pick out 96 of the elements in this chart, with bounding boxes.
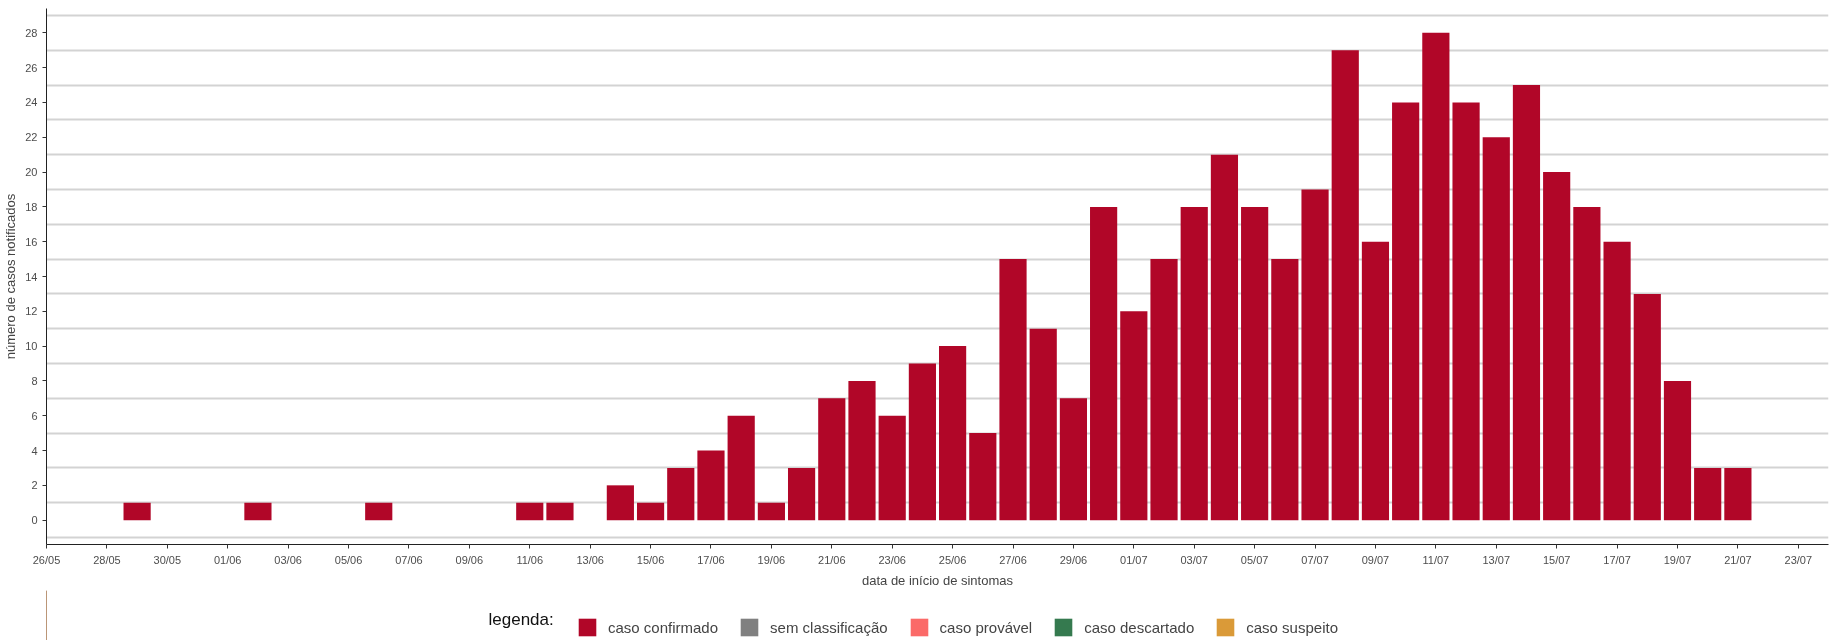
bar bbox=[365, 502, 393, 521]
x-tick-label: 03/06 bbox=[274, 553, 302, 566]
y-tick-label: 0 bbox=[31, 514, 38, 527]
bar bbox=[1633, 293, 1661, 521]
x-tick-label: 29/06 bbox=[1059, 553, 1088, 566]
x-tick-label: 01/06 bbox=[213, 553, 242, 566]
x-tick-label: 05/07 bbox=[1240, 553, 1269, 566]
bar bbox=[1271, 259, 1299, 521]
x-tick-label: 15/06 bbox=[636, 553, 665, 566]
x-tick-label: 01/07 bbox=[1120, 553, 1148, 566]
bar bbox=[908, 363, 936, 521]
bar bbox=[1150, 259, 1178, 521]
x-tick-label: 21/06 bbox=[818, 553, 846, 566]
bar bbox=[1241, 206, 1269, 521]
y-tick-label: 2 bbox=[31, 479, 38, 492]
x-tick-label: 15/07 bbox=[1542, 553, 1571, 566]
bar bbox=[1059, 398, 1088, 521]
bar bbox=[636, 502, 665, 521]
bar bbox=[1090, 206, 1118, 521]
y-tick-label: 6 bbox=[31, 409, 38, 422]
x-tick-label: 13/06 bbox=[576, 553, 604, 566]
bar bbox=[1694, 467, 1722, 521]
bar bbox=[787, 467, 816, 521]
x-tick-label: 05/06 bbox=[334, 553, 363, 566]
y-tick-label: 24 bbox=[25, 96, 38, 109]
bar bbox=[1210, 154, 1239, 521]
legend-label: caso confirmado bbox=[608, 618, 719, 636]
bar bbox=[1543, 172, 1571, 521]
bar bbox=[1573, 206, 1601, 521]
bar bbox=[606, 485, 634, 521]
x-tick-label: 11/07 bbox=[1422, 553, 1450, 566]
y-tick-label: 4 bbox=[31, 444, 38, 457]
bar bbox=[667, 467, 695, 521]
x-tick-label: 28/05 bbox=[93, 553, 121, 566]
x-tick-label: 30/05 bbox=[153, 553, 182, 566]
x-axis-title: data de início de sintomas bbox=[861, 572, 1014, 588]
y-tick-label: 26 bbox=[25, 61, 38, 74]
x-tick-label: 25/06 bbox=[938, 553, 967, 566]
x-tick-label: 03/07 bbox=[1180, 553, 1208, 566]
bar bbox=[848, 380, 876, 521]
bar bbox=[1180, 206, 1208, 521]
bar bbox=[516, 502, 544, 521]
legend-label: sem classificação bbox=[770, 618, 888, 636]
x-tick-label: 07/07 bbox=[1301, 553, 1329, 566]
x-tick-label: 27/06 bbox=[999, 553, 1027, 566]
bar bbox=[1512, 85, 1541, 521]
legend-label: caso suspeito bbox=[1246, 618, 1338, 636]
legend-label: caso provável bbox=[939, 618, 1033, 636]
bar bbox=[1331, 50, 1359, 521]
x-tick-label: 13/07 bbox=[1482, 553, 1511, 566]
x-tick-label: 17/06 bbox=[697, 553, 725, 566]
x-tick-label: 21/07 bbox=[1724, 553, 1752, 566]
bar bbox=[1724, 467, 1752, 521]
x-tick-label: 07/06 bbox=[395, 553, 423, 566]
bar bbox=[818, 398, 846, 521]
bar bbox=[939, 346, 967, 521]
x-tick-label: 23/07 bbox=[1784, 553, 1813, 566]
y-tick-label: 14 bbox=[25, 270, 38, 283]
x-tick-label: 09/06 bbox=[455, 553, 484, 566]
y-tick-label: 16 bbox=[25, 235, 38, 248]
legend-label: caso descartado bbox=[1084, 618, 1195, 636]
bar bbox=[1422, 32, 1450, 521]
bar bbox=[1301, 189, 1329, 521]
bar bbox=[1392, 102, 1420, 521]
bar bbox=[244, 502, 272, 521]
bar bbox=[1603, 241, 1631, 521]
x-tick-label: 09/07 bbox=[1361, 553, 1390, 566]
y-axis-title: número de casos notificados bbox=[3, 193, 19, 360]
y-tick-label: 10 bbox=[25, 340, 38, 353]
bar bbox=[1452, 102, 1480, 521]
bar bbox=[727, 415, 755, 521]
bar bbox=[1482, 137, 1510, 521]
bar bbox=[1361, 241, 1390, 521]
bar bbox=[123, 502, 151, 521]
y-tick-label: 12 bbox=[25, 305, 38, 318]
x-tick-label: 19/07 bbox=[1663, 553, 1692, 566]
bar bbox=[999, 259, 1027, 521]
bar bbox=[1120, 311, 1148, 521]
y-tick-label: 18 bbox=[25, 200, 38, 213]
bar bbox=[757, 502, 785, 521]
y-tick-label: 20 bbox=[25, 166, 38, 179]
x-tick-label: 19/06 bbox=[757, 553, 786, 566]
x-tick-label: 11/06 bbox=[516, 553, 544, 566]
bar bbox=[878, 415, 906, 521]
y-tick-label: 28 bbox=[25, 26, 38, 39]
bar bbox=[697, 450, 725, 521]
y-tick-label: 22 bbox=[25, 131, 38, 144]
legend-title: legenda: bbox=[488, 609, 554, 629]
bar bbox=[969, 433, 997, 521]
y-tick-label: 8 bbox=[31, 374, 38, 387]
x-tick-label: 26/05 bbox=[32, 553, 61, 566]
x-tick-label: 17/07 bbox=[1603, 553, 1631, 566]
bar bbox=[546, 502, 574, 521]
bar bbox=[1029, 328, 1057, 521]
x-tick-label: 23/06 bbox=[878, 553, 906, 566]
bar bbox=[1663, 380, 1692, 521]
